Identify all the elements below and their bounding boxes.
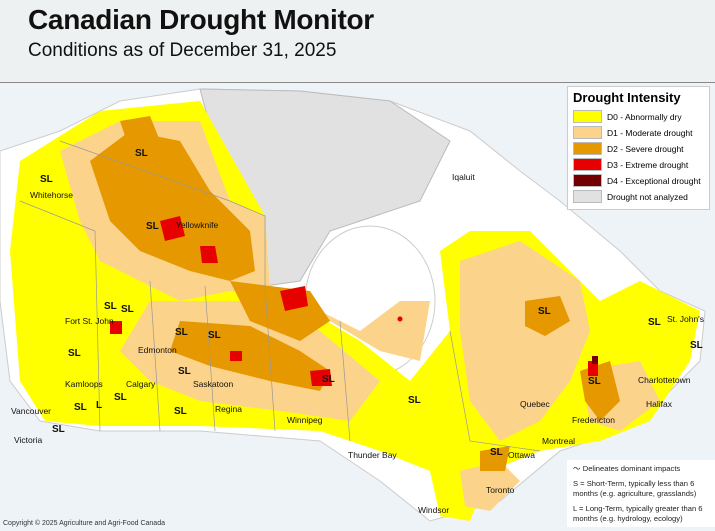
legend-swatch — [573, 110, 602, 123]
legend-swatch — [573, 126, 602, 139]
legend-item: D4 - Exceptional drought — [573, 174, 704, 187]
impact-label: SL — [648, 317, 661, 328]
legend-label: D2 - Severe drought — [607, 143, 684, 154]
impact-label: L — [96, 400, 103, 411]
impact-label: SL — [68, 348, 81, 359]
city-label: Calgary — [126, 379, 156, 389]
impact-label: SL — [174, 406, 187, 417]
header: Canadian Drought Monitor Conditions as o… — [0, 0, 715, 82]
impact-label: SL — [121, 304, 134, 315]
impact-label: SL — [178, 366, 191, 377]
city-label: Edmonton — [138, 345, 177, 355]
legend-item: D2 - Severe drought — [573, 142, 704, 155]
drought-map — [0, 82, 715, 531]
city-label: Fort St. John — [65, 316, 114, 326]
impact-label: SL — [114, 392, 127, 403]
impact-label: SL — [322, 374, 335, 385]
legend-label: D4 - Exceptional drought — [607, 175, 701, 186]
city-label: Iqaluit — [452, 172, 475, 182]
city-label: Montreal — [542, 436, 576, 446]
city-label: Yellowknife — [176, 220, 219, 230]
legend-item: D1 - Moderate drought — [573, 126, 704, 139]
impact-label: SL — [208, 330, 221, 341]
legend-item: D0 - Abnormally dry — [573, 110, 704, 123]
legend-label: Drought not analyzed — [607, 191, 688, 202]
impact-label: SL — [408, 395, 421, 406]
city-label: Toronto — [486, 485, 515, 495]
d3-areas — [110, 216, 598, 386]
impact-line-note: 〜 Delineates dominant impacts — [573, 464, 681, 473]
impact-label: SL — [40, 174, 53, 185]
legend-label: D1 - Moderate drought — [607, 127, 693, 138]
impact-label: SL — [490, 447, 503, 458]
city-label: Kamloops — [65, 379, 103, 389]
page-title: Canadian Drought Monitor — [28, 4, 374, 35]
impact-label: SL — [588, 376, 601, 387]
legend-title: Drought Intensity — [573, 90, 681, 105]
legend-item: D3 - Extreme drought — [573, 158, 704, 171]
wave-line-icon: 〜 — [573, 464, 583, 473]
impact-legend: 〜 Delineates dominant impacts S = Short-… — [567, 460, 715, 528]
city-label: Charlottetown — [638, 375, 691, 385]
city-label: Fredericton — [572, 415, 615, 425]
legend-swatch — [573, 190, 602, 203]
impact-label: SL — [74, 402, 87, 413]
legend-swatch — [573, 142, 602, 155]
short-term-note: S = Short-Term, typically less than 6 mo… — [573, 479, 697, 498]
city-label: St. John's — [667, 314, 705, 324]
impact-label: SL — [146, 221, 159, 232]
city-label: Halifax — [646, 399, 672, 409]
city-label: Saskatoon — [193, 379, 234, 389]
impact-label: SL — [175, 327, 188, 338]
city-label: Regina — [215, 404, 242, 414]
impact-label: SL — [104, 301, 117, 312]
legend-swatch — [573, 158, 602, 171]
long-term-note: L = Long-Term, typically greater than 6 … — [573, 504, 703, 523]
city-label: Victoria — [14, 435, 43, 445]
city-label: Whitehorse — [30, 190, 73, 200]
copyright: Copyright © 2025 Agriculture and Agri-Fo… — [3, 520, 165, 527]
impact-label: SL — [538, 306, 551, 317]
impact-label: SL — [135, 148, 148, 159]
d4-areas — [592, 356, 598, 364]
city-label: Vancouver — [11, 406, 52, 416]
province-borders — [19, 140, 541, 452]
legend-item: Drought not analyzed — [573, 190, 704, 203]
impact-label: SL — [690, 340, 703, 351]
city-label: Windsor — [418, 505, 450, 515]
page-subtitle: Conditions as of December 31, 2025 — [28, 40, 337, 61]
city-label: Winnipeg — [287, 415, 323, 425]
legend-label: D3 - Extreme drought — [607, 159, 689, 170]
legend-swatch — [573, 174, 602, 187]
drought-intensity-legend: Drought Intensity D0 - Abnormally dry D1 … — [567, 86, 710, 210]
city-label: Ottawa — [508, 450, 535, 460]
city-label: Quebec — [520, 399, 550, 409]
legend-label: D0 - Abnormally dry — [607, 111, 682, 122]
city-label: Thunder Bay — [348, 450, 397, 460]
impact-label: SL — [52, 424, 65, 435]
